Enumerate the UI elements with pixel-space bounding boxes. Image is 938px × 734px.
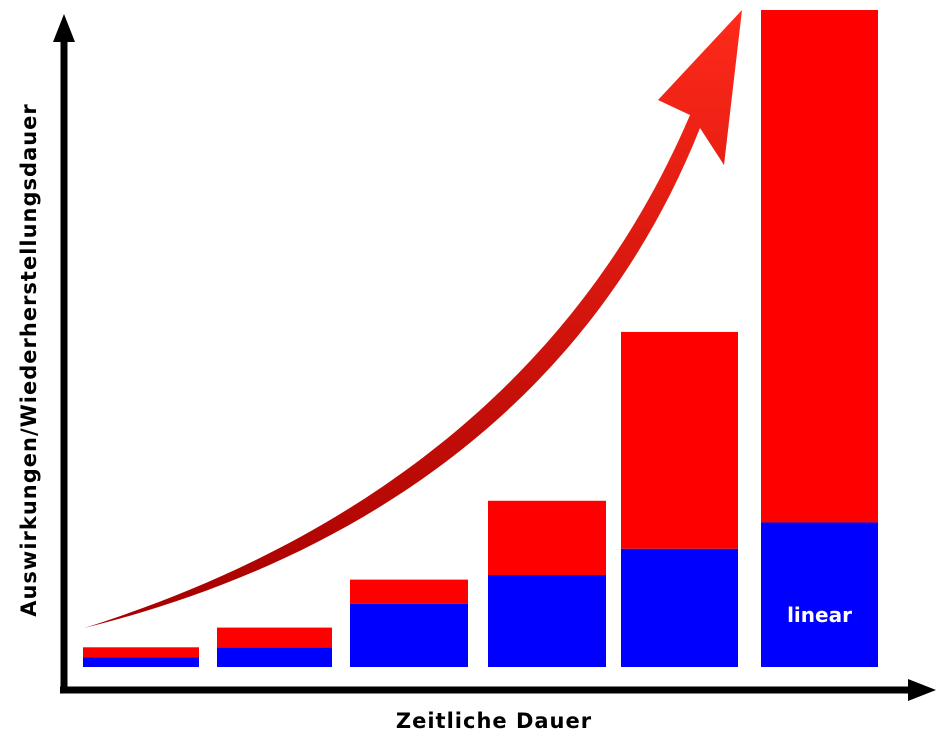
y-axis-arrow [53,14,75,42]
bar-segment [488,500,606,576]
bar-segment [217,647,332,667]
bar-segment [350,579,468,604]
x-axis-arrow [908,679,936,701]
x-axis-label: Zeitliche Dauer [396,709,592,733]
bar-segment [350,603,468,667]
series-label: linear [787,603,852,627]
bar-segment [761,522,878,667]
bar-segment [621,331,738,549]
bar-segment [621,548,738,667]
y-axis-label: Auswirkungen/Wiederherstellungsdauer [17,103,41,617]
bar-segment [217,627,332,648]
bar-segment [83,647,199,658]
bar-segment [761,10,878,523]
bar-segment [488,575,606,667]
bar-segment [83,657,199,667]
